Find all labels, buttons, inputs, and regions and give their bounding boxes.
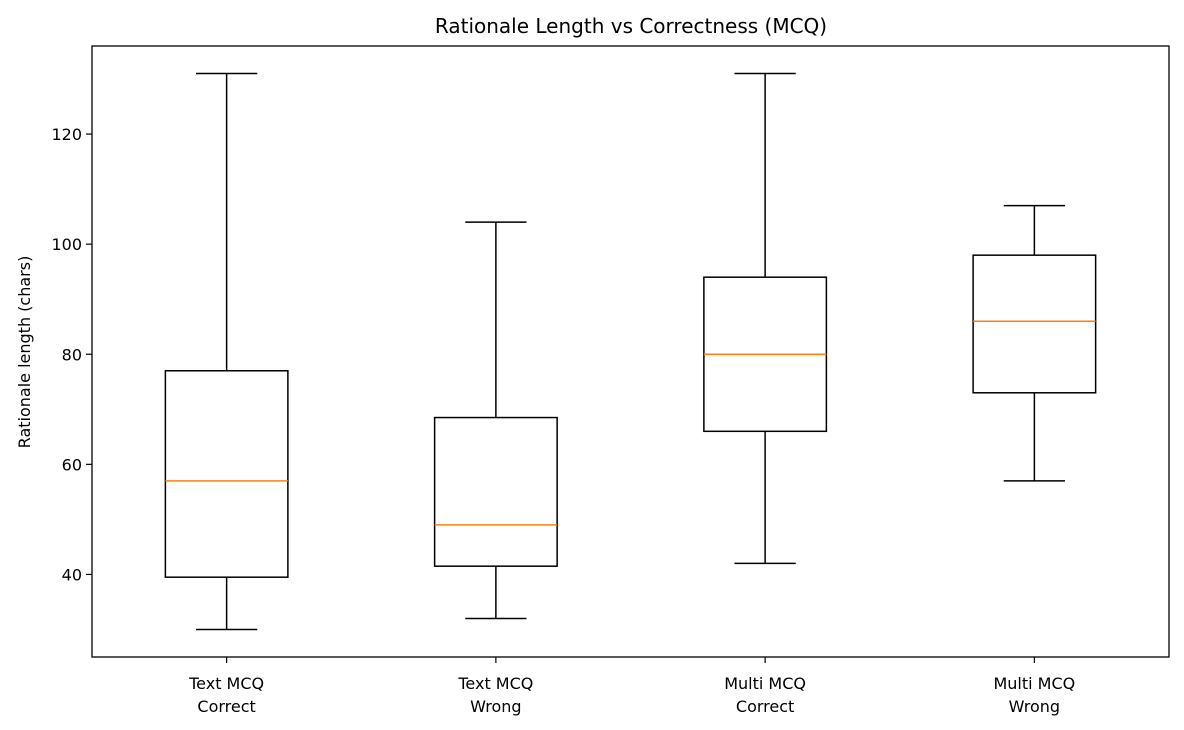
x-tick-label: Multi MCQ (993, 674, 1075, 693)
x-tick-label: Wrong (470, 697, 521, 716)
x-tick-label: Correct (736, 697, 794, 716)
y-tick-label: 80 (62, 345, 82, 364)
y-tick-label: 40 (62, 565, 82, 584)
x-tick-label: Wrong (1009, 697, 1060, 716)
iqr-box (164, 370, 289, 578)
iqr-box (433, 416, 558, 567)
x-tick-label: Text MCQ (457, 674, 533, 693)
x-tick-label: Multi MCQ (724, 674, 806, 693)
y-tick-label: 120 (51, 125, 82, 144)
y-tick-label: 60 (62, 455, 82, 474)
x-tick-label: Correct (197, 697, 255, 716)
chart-title: Rationale Length vs Correctness (MCQ) (435, 14, 827, 38)
plot-frame (91, 45, 1170, 658)
y-axis-label: Rationale length (chars) (15, 256, 34, 449)
x-tick-label: Text MCQ (188, 674, 264, 693)
y-tick-label: 100 (51, 235, 82, 254)
iqr-box (972, 254, 1097, 394)
